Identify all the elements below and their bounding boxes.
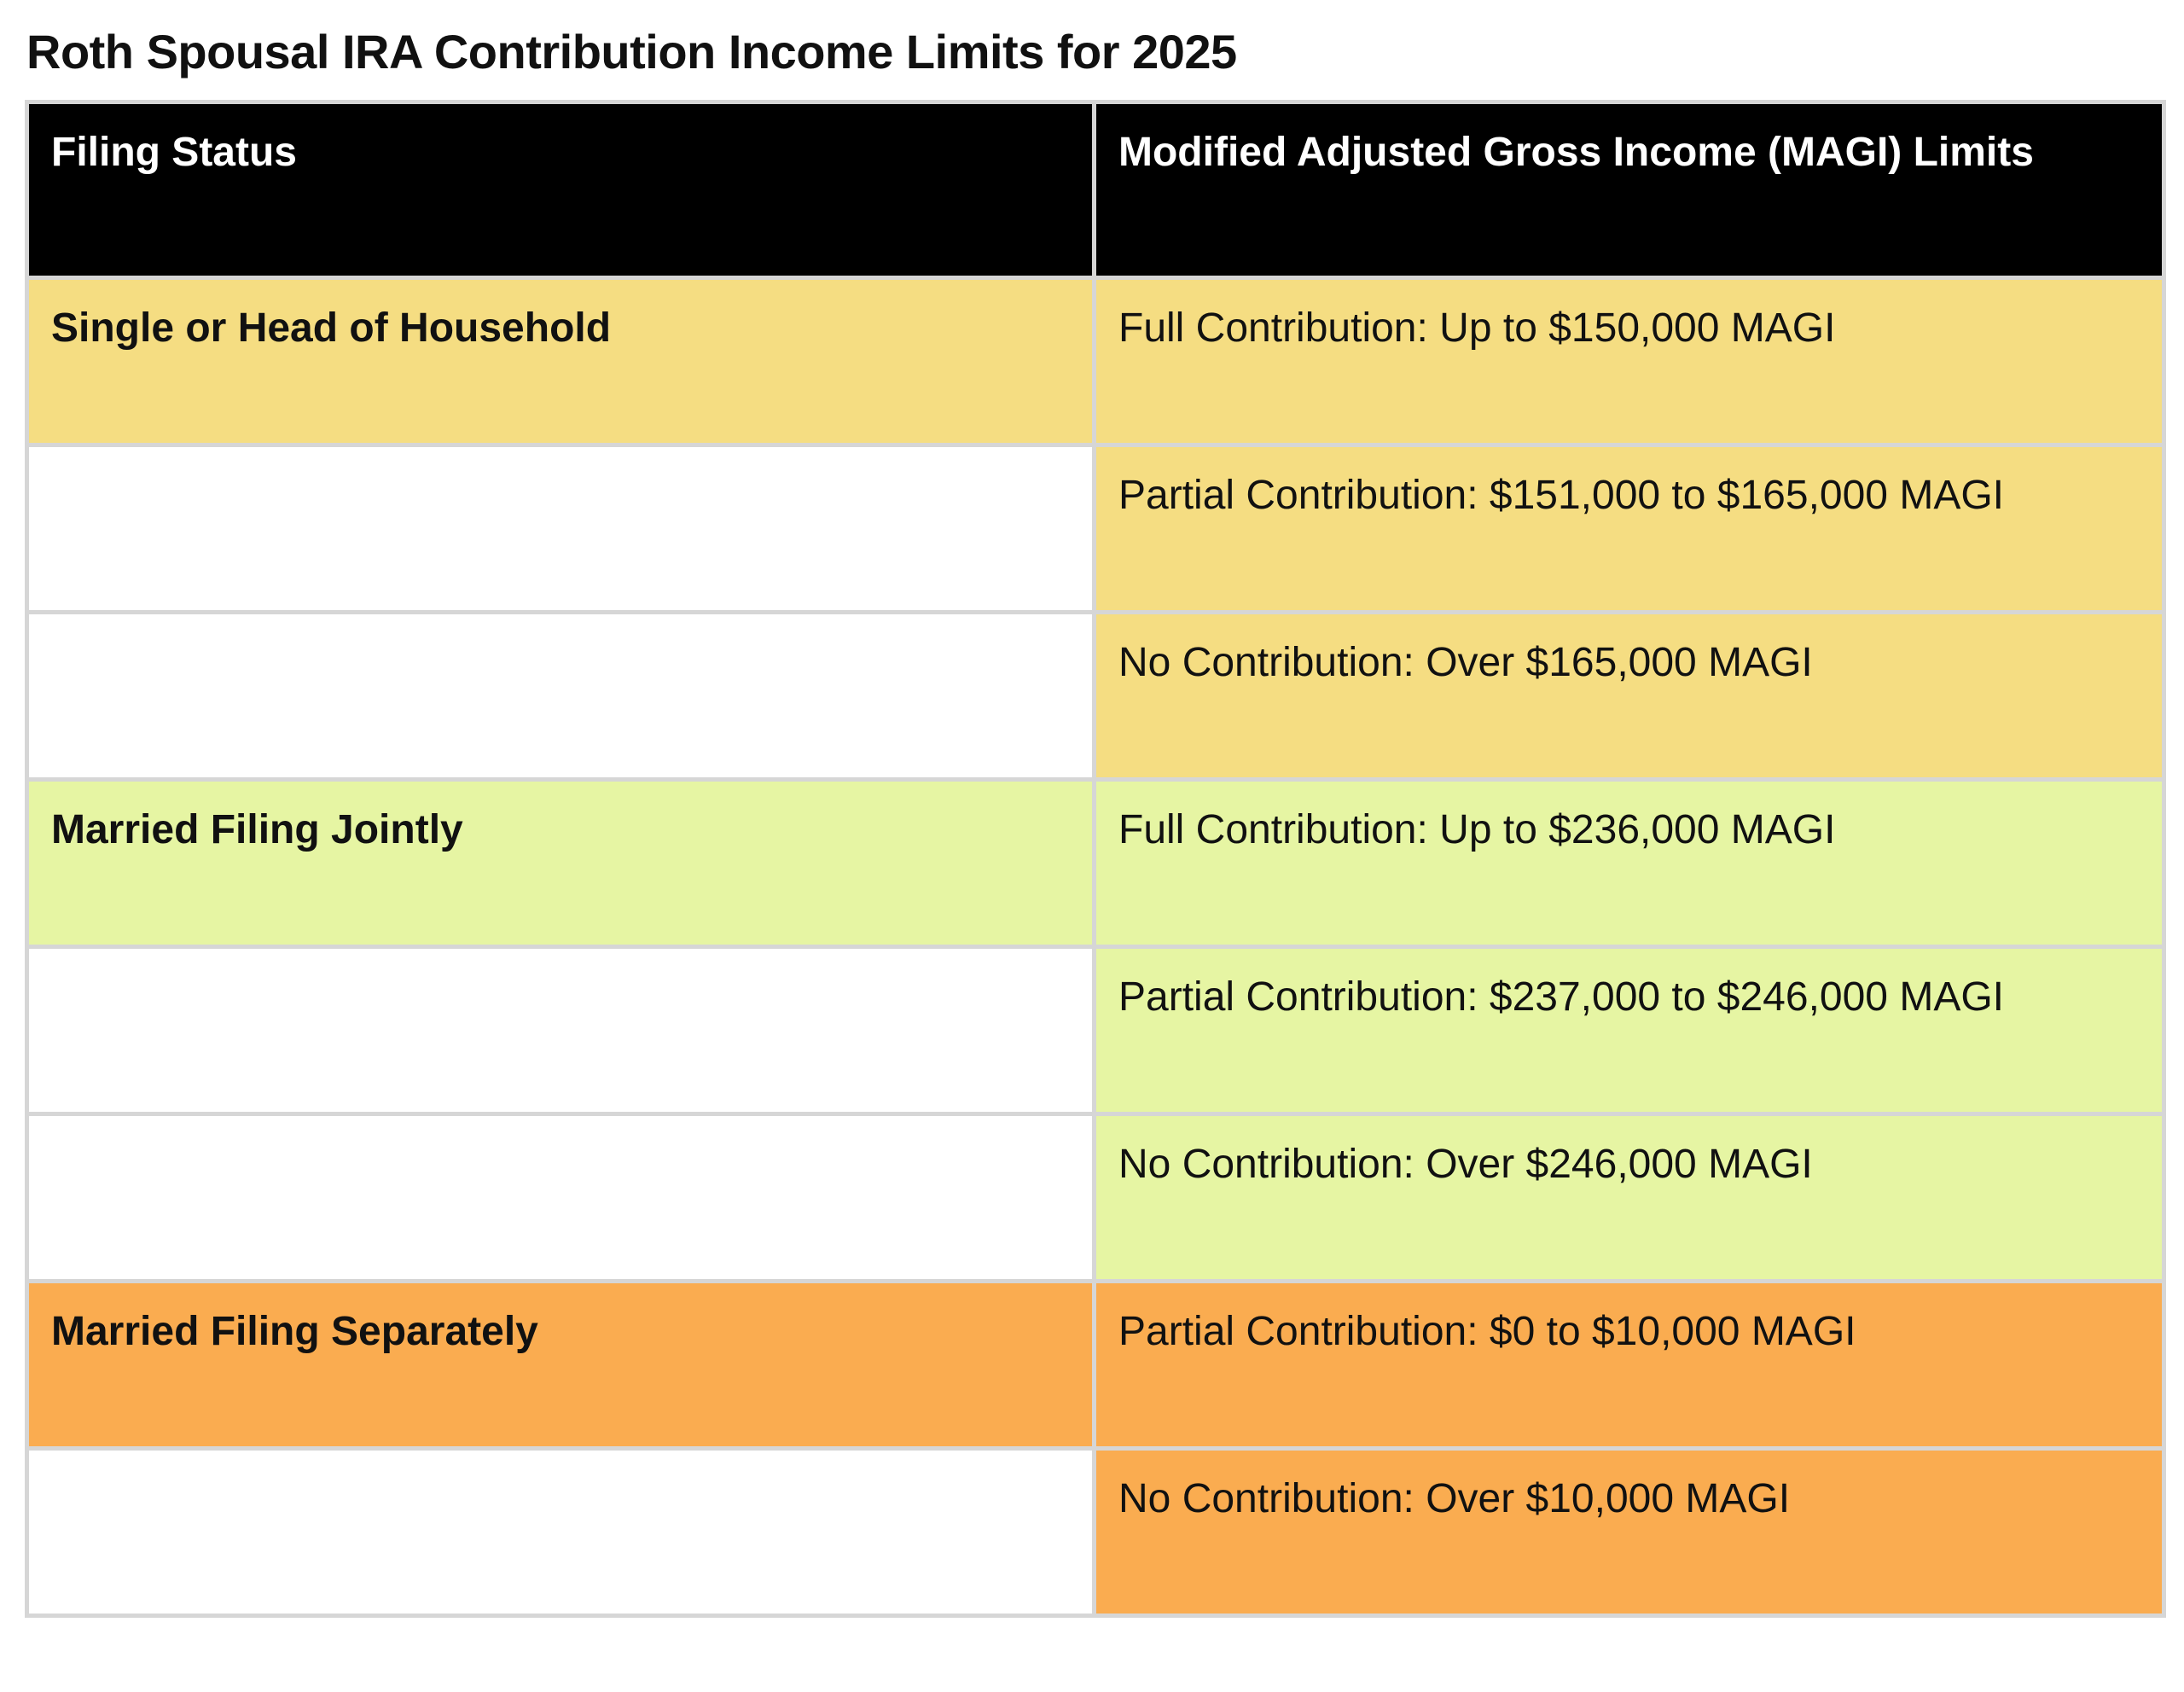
table-row: No Contribution: Over $10,000 MAGI — [25, 1446, 2166, 1618]
filing-status-cell: Married Filing Separately — [25, 1279, 1096, 1451]
filing-status-cell — [25, 610, 1096, 782]
magi-limit-cell: Full Contribution: Up to $236,000 MAGI — [1092, 777, 2166, 949]
filing-status-cell: Married Filing Jointly — [25, 777, 1096, 949]
magi-limit-cell: Partial Contribution: $0 to $10,000 MAGI — [1092, 1279, 2166, 1451]
table-row: Married Filing Separately Partial Contri… — [25, 1279, 2166, 1451]
table-row: Married Filing Jointly Full Contribution… — [25, 777, 2166, 949]
table-row: No Contribution: Over $246,000 MAGI — [25, 1112, 2166, 1283]
header-filing-status: Filing Status — [25, 100, 1096, 280]
income-limits-table: Filing Status Modified Adjusted Gross In… — [25, 100, 2166, 1618]
table-row: No Contribution: Over $165,000 MAGI — [25, 610, 2166, 782]
page-title: Roth Spousal IRA Contribution Income Lim… — [26, 25, 1237, 78]
magi-limit-cell: Partial Contribution: $237,000 to $246,0… — [1092, 945, 2166, 1116]
filing-status-cell — [25, 443, 1096, 614]
header-magi-limits: Modified Adjusted Gross Income (MAGI) Li… — [1092, 100, 2166, 280]
table-row: Partial Contribution: $237,000 to $246,0… — [25, 945, 2166, 1116]
magi-limit-cell: No Contribution: Over $246,000 MAGI — [1092, 1112, 2166, 1283]
filing-status-cell — [25, 1446, 1096, 1618]
magi-limit-cell: Full Contribution: Up to $150,000 MAGI — [1092, 276, 2166, 447]
magi-limit-cell: Partial Contribution: $151,000 to $165,0… — [1092, 443, 2166, 614]
magi-limit-cell: No Contribution: Over $165,000 MAGI — [1092, 610, 2166, 782]
filing-status-cell — [25, 1112, 1096, 1283]
table-header-row: Filing Status Modified Adjusted Gross In… — [25, 100, 2166, 280]
table-row: Partial Contribution: $151,000 to $165,0… — [25, 443, 2166, 614]
filing-status-cell: Single or Head of Household — [25, 276, 1096, 447]
table-row: Single or Head of Household Full Contrib… — [25, 276, 2166, 447]
magi-limit-cell: No Contribution: Over $10,000 MAGI — [1092, 1446, 2166, 1618]
filing-status-cell — [25, 945, 1096, 1116]
